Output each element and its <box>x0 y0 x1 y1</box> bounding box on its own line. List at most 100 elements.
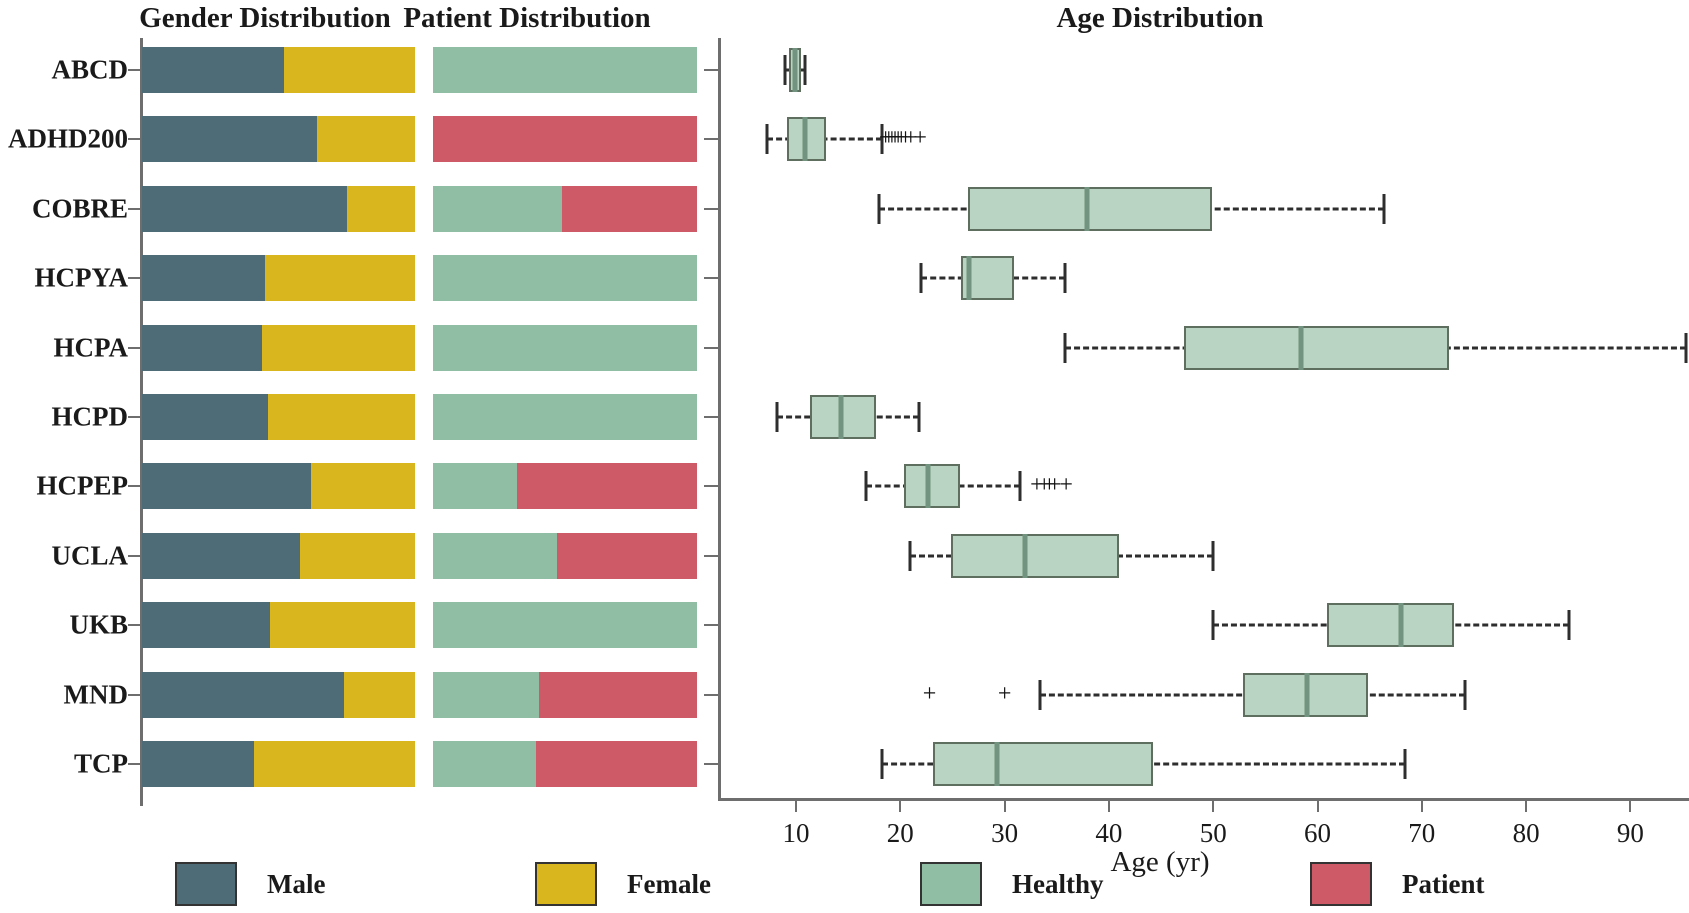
x-axis-tick <box>795 800 797 812</box>
gender-bar-hcpd <box>142 394 415 440</box>
x-axis-tick-label: 30 <box>991 818 1019 848</box>
legend-label-healthy: Healthy <box>1012 868 1104 899</box>
age-ytick <box>704 485 718 488</box>
age-panel-title: Age Distribution <box>1056 2 1264 34</box>
gender-ytick <box>128 346 140 349</box>
outlier-marker: + <box>878 125 893 152</box>
female-segment <box>267 394 415 440</box>
box-ukb <box>1326 603 1455 648</box>
x-axis-tick-label: 60 <box>1304 818 1331 848</box>
outlier-marker: + <box>1030 472 1044 499</box>
male-segment <box>142 741 254 787</box>
whisker-cap-low <box>765 124 769 155</box>
outlier-marker: + <box>882 125 896 152</box>
legend-label-female: Female <box>627 868 711 899</box>
male-segment <box>142 532 301 579</box>
legend-label-patient: Patient <box>1402 868 1485 899</box>
x-axis-tick <box>1107 800 1110 812</box>
x-axis-tick <box>1212 800 1215 812</box>
female-segment <box>300 532 415 579</box>
whisker-cap-low <box>880 749 884 779</box>
male-segment <box>142 116 317 163</box>
row-label-hcpep: HCPEP <box>36 470 129 501</box>
legend-item-male: Male <box>175 862 325 906</box>
healthy-segment <box>433 741 536 787</box>
male-segment <box>142 671 345 718</box>
male-segment <box>142 602 271 649</box>
x-axis-tick <box>1003 800 1006 812</box>
patient-bar-hcpa <box>433 324 697 371</box>
row-label-adhd200: ADHD200 <box>8 123 128 154</box>
gender-bar-tcp <box>142 741 415 787</box>
outlier-marker: + <box>1037 472 1051 499</box>
outlier-marker: + <box>891 125 905 152</box>
age-ytick <box>704 554 718 557</box>
outlier-marker: + <box>1042 472 1057 499</box>
male-swatch-icon <box>175 862 237 906</box>
whisker-cap-high <box>1063 263 1067 294</box>
patient-bar-ukb <box>433 602 697 649</box>
age-ytick <box>704 69 718 71</box>
patient-panel-title: Patient Distribution <box>403 2 651 34</box>
patient-bar-tcp <box>433 741 697 787</box>
patient-bar-hcpep <box>433 463 697 510</box>
age-ytick <box>704 763 718 765</box>
healthy-segment <box>433 185 563 232</box>
age-x-axis-line <box>718 798 1689 801</box>
gender-bar-hcpa <box>142 324 415 371</box>
outlier-marker: + <box>1059 472 1073 499</box>
row-label-abcd: ABCD <box>51 54 128 85</box>
gender-ytick <box>128 69 140 71</box>
female-segment <box>344 671 415 718</box>
male-segment <box>142 255 265 302</box>
gender-bar-abcd <box>142 47 415 93</box>
female-segment <box>316 116 415 163</box>
whisker-cap-low <box>864 471 868 502</box>
row-label-tcp: TCP <box>74 748 128 779</box>
female-segment <box>264 255 415 302</box>
patient-segment <box>562 185 697 232</box>
median-line <box>1304 672 1310 717</box>
patient-bar-ucla <box>433 532 697 579</box>
median-line <box>994 742 1000 786</box>
box-cobre <box>968 186 1213 231</box>
outlier-marker: + <box>903 125 918 152</box>
x-axis-tick <box>1629 800 1632 812</box>
healthy-segment <box>433 47 697 93</box>
age-ytick <box>704 346 718 349</box>
male-segment <box>142 47 284 93</box>
gender-bar-mnd <box>142 671 415 718</box>
patient-bar-hcpd <box>433 394 697 440</box>
median-line <box>1398 603 1404 648</box>
box-hcpep <box>904 464 960 509</box>
row-label-cobre: COBRE <box>31 193 128 224</box>
x-axis-tick-label: 90 <box>1616 818 1644 848</box>
whisker-cap-low <box>775 402 779 432</box>
whisker-cap-high <box>1403 749 1407 779</box>
female-segment <box>346 185 415 232</box>
age-ytick <box>704 693 718 696</box>
outlier-marker: + <box>888 125 902 152</box>
whisker-cap-high <box>1018 471 1022 502</box>
outlier-marker: + <box>894 125 909 152</box>
whisker-cap-low <box>1063 332 1067 363</box>
healthy-segment <box>433 255 697 302</box>
healthy-segment <box>433 394 697 440</box>
row-label-ucla: UCLA <box>51 540 128 571</box>
gender-bar-ucla <box>142 532 415 579</box>
healthy-segment <box>433 602 697 649</box>
x-axis-tick-label: 80 <box>1512 818 1540 848</box>
healthy-segment <box>433 463 518 510</box>
outlier-marker: + <box>913 125 927 152</box>
whisker-cap-low <box>1211 610 1215 641</box>
median-line <box>802 117 808 162</box>
outlier-marker: + <box>1047 472 1062 499</box>
median-line <box>925 464 931 509</box>
male-segment <box>142 324 263 371</box>
x-axis-tick <box>1420 800 1423 812</box>
whisker-cap-high <box>1684 332 1688 363</box>
x-axis-tick-label: 50 <box>1199 818 1227 848</box>
x-axis-tick-label: 40 <box>1095 818 1123 848</box>
gender-bar-cobre <box>142 185 415 232</box>
x-axis-tick-label: 10 <box>782 818 810 848</box>
